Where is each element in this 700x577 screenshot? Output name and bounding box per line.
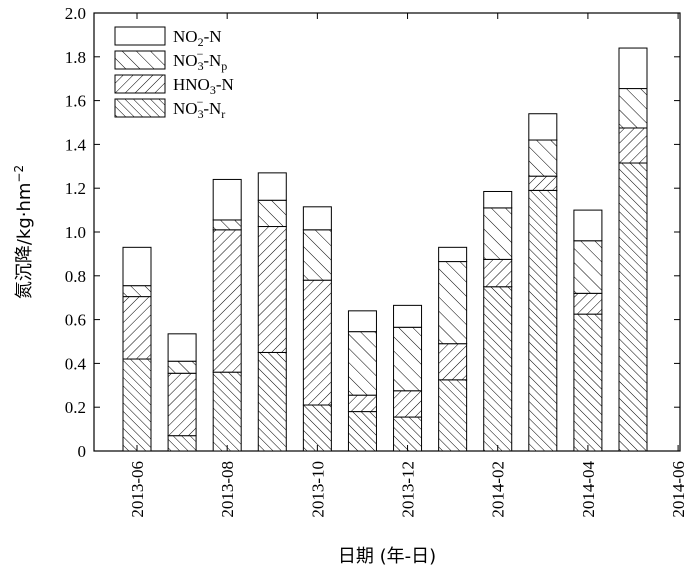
bar-hno3-2013-08 [212,229,242,373]
bar-hno3-2013-09 [257,226,287,353]
bar-nr-2014-01 [438,379,468,452]
x-tick-label: 2014-04 [579,461,598,518]
legend-label: NO3−-Nr [173,95,225,121]
bar-np-2014-05 [618,88,648,129]
bar-nr-2014-04 [573,313,603,452]
bar-np-2013-10 [302,229,332,281]
bar-no2-2013-10 [302,206,332,231]
bar-no2-2013-09 [257,172,287,201]
legend-item-no3-nr: NO3−-Nr [114,95,225,121]
bar-np-2013-11 [347,331,377,396]
y-tick-label: 0.4 [65,354,87,373]
bar-hno3-2013-10 [302,279,332,406]
bar-np-2014-02 [483,207,513,260]
y-tick-label: 1.0 [65,223,86,242]
bar-np-2013-12 [393,326,423,392]
bar-np-2013-07 [167,360,197,374]
y-tick-label: 1.8 [65,48,86,67]
bar-hno3-2014-04 [573,292,603,315]
legend-label: HNO3-N [173,75,234,97]
bar-nr-2014-05 [618,162,648,452]
bar-np-2014-03 [528,139,558,177]
y-tick-label: 1.2 [65,179,86,198]
x-tick-label: 2013-12 [399,461,418,518]
y-tick-label: 0.6 [65,311,86,330]
bars-layer [122,47,648,452]
bar-no2-2014-02 [483,190,513,209]
y-axis-label-sup: −2 [12,165,26,183]
y-tick-label: 1.4 [65,135,87,154]
bar-nr-2013-06 [122,358,152,452]
bar-nr-2013-10 [302,404,332,452]
y-axis-label-main: 氮沉降/kg·hm [14,183,35,300]
x-axis-label: 日期 (年-日) [338,546,436,567]
bar-nr-2013-09 [257,351,287,452]
y-tick-label: 1.6 [65,92,86,111]
legend-item-no3-np: NO3−-Np [114,47,227,73]
bar-hno3-2013-11 [347,394,377,413]
bar-no2-2014-04 [573,209,603,242]
x-tick-label: 2013-06 [128,461,147,518]
bar-hno3-2014-02 [483,258,513,288]
bar-no2-2013-07 [167,333,197,362]
bar-no2-2013-06 [122,246,152,287]
bar-np-2013-06 [122,285,152,298]
legend-item-no2-n: NO2-N [114,26,222,49]
bar-no2-2014-01 [438,246,468,263]
x-tick-label: 2013-08 [218,461,237,518]
x-tick-label: 2014-02 [489,461,508,518]
y-tick-label: 0.8 [65,267,86,286]
bar-np-2013-09 [257,199,287,228]
bar-no2-2013-11 [347,310,377,333]
bar-nr-2013-08 [212,371,242,452]
bar-hno3-2014-05 [618,127,648,164]
y-tick-label: 0.2 [65,398,86,417]
bar-no2-2013-12 [393,304,423,328]
legend-label: NO2-N [173,27,222,49]
bar-nr-2014-03 [528,189,558,452]
y-tick-label: 0 [78,442,87,461]
y-axis-label: 氮沉降/kg·hm−2 [12,165,35,299]
bar-hno3-2014-03 [528,175,558,191]
bar-no2-2013-08 [212,178,242,221]
bar-no2-2014-05 [618,47,648,90]
bar-hno3-2013-06 [122,296,152,360]
legend-swatch [114,98,166,118]
x-tick-label: 2013-10 [308,461,327,518]
legend-swatch [114,74,166,94]
legend-swatch [114,50,166,70]
legend-label: NO3−-Np [173,47,227,73]
x-axis: 2013-06 2013-08 2013-10 2013-12 2014-02 2014-… [128,13,688,518]
bar-np-2014-01 [438,261,468,345]
y-tick-label: 2.0 [65,4,86,23]
bar-nr-2014-02 [483,286,513,452]
y-axis: 0 0.2 0.4 0.6 0.8 1.0 1.2 1.4 1.6 1.8 2.0 [65,4,680,461]
bar-np-2014-04 [573,240,603,294]
bar-hno3-2013-07 [167,372,197,437]
legend-swatch [114,26,166,46]
bar-nr-2013-07 [167,435,197,452]
bar-np-2013-08 [212,219,242,231]
bar-no2-2014-03 [528,113,558,141]
bar-hno3-2013-12 [393,390,423,418]
bar-nr-2013-11 [347,411,377,452]
x-tick-label: 2014-06 [669,461,688,518]
legend-item-hno3-n: HNO3-N [114,74,234,97]
bar-hno3-2014-01 [438,343,468,381]
